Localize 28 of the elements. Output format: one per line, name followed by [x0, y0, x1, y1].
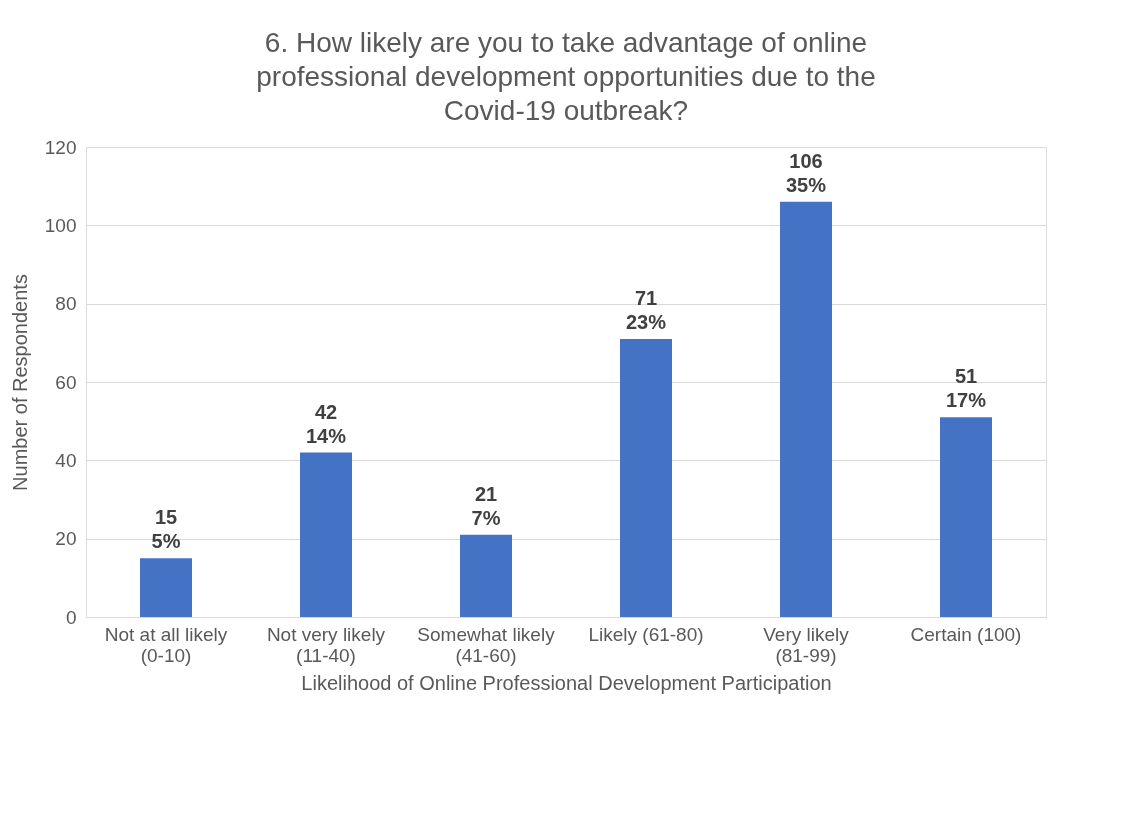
bar: [460, 534, 512, 617]
y-tick-label: 0: [65, 606, 77, 628]
x-tick-label: Somewhat likely (41-60): [417, 623, 556, 666]
bar: [780, 201, 832, 617]
bar: [300, 452, 352, 617]
y-axis-title: Number of Respondents: [8, 274, 31, 491]
chart-title: 6. How likely are you to take advantage of online professional development opportunities due to the Covid-19 outbreak?: [256, 27, 876, 126]
data-label: 21 7%: [471, 482, 501, 529]
y-tick-label: 40: [55, 449, 77, 471]
bar: [940, 417, 992, 617]
y-tick-label: 80: [55, 293, 77, 315]
x-tick-label: Very likely (81-99): [763, 623, 850, 666]
data-label: 51 17%: [945, 365, 987, 412]
y-tick-label: 60: [55, 371, 77, 393]
data-label: 15 5%: [151, 506, 181, 553]
y-tick-label: 120: [44, 136, 77, 158]
x-tick-label: Not at all likely (0-10): [104, 623, 228, 666]
x-axis-title: Likelihood of Online Professional Development Participation: [301, 671, 832, 694]
data-label: 71 23%: [625, 286, 667, 333]
bar: [140, 558, 192, 617]
data-label: 106 35%: [785, 149, 827, 196]
y-tick-label: 100: [44, 214, 77, 236]
y-tick-label: 20: [55, 528, 77, 550]
x-tick-label: Certain (100): [910, 623, 1022, 645]
bar: [620, 338, 672, 617]
data-label: 42 14%: [305, 400, 347, 447]
x-tick-label: Not very likely (11-40): [266, 623, 386, 666]
x-tick-label: Likely (61-80): [588, 623, 704, 645]
